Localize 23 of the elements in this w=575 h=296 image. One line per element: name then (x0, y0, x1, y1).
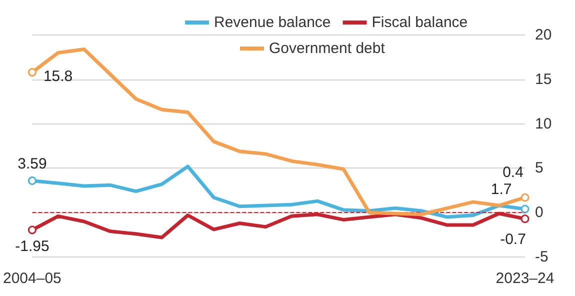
data-label: 0.4 (502, 164, 524, 181)
x-tick-label: 2004–05 (2, 270, 62, 287)
x-tick-label: 2023–24 (496, 270, 554, 287)
y-tick-label: 0 (535, 204, 544, 222)
legend-label: Government debt (269, 40, 386, 57)
data-label: 15.8 (43, 68, 73, 85)
data-label: 3.59 (18, 155, 47, 172)
y-tick-label: 10 (535, 115, 552, 132)
data-label: -1.95 (15, 238, 50, 256)
data-label: 1.7 (490, 181, 512, 198)
legend-label: Revenue balance (214, 14, 331, 31)
y-tick-label: 15 (535, 70, 552, 88)
y-tick-label: 5 (535, 160, 544, 177)
point (28, 68, 36, 77)
y-tick-label: -5 (535, 248, 548, 266)
point (28, 176, 36, 185)
point (520, 214, 530, 224)
point (520, 204, 530, 214)
y-tick-label: 20 (535, 26, 552, 44)
point (28, 226, 36, 234)
point (520, 193, 530, 202)
legend-label: Fiscal balance (372, 14, 468, 31)
data-label: -0.7 (500, 231, 526, 248)
